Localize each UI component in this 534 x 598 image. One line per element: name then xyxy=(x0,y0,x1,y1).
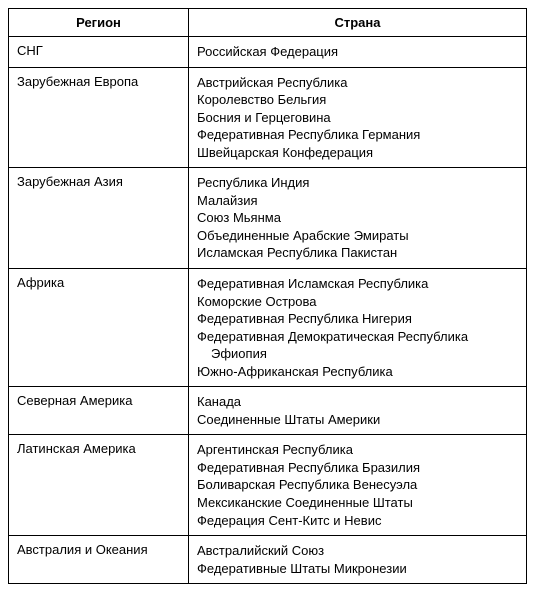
country-line: Федеративные Штаты Микронезии xyxy=(197,560,518,578)
header-region: Регион xyxy=(9,9,189,37)
country-line: Коморские Острова xyxy=(197,293,518,311)
country-cell: Российская Федерация xyxy=(189,37,527,68)
table-row: СНГ Российская Федерация xyxy=(9,37,527,68)
region-cell: Африка xyxy=(9,269,189,387)
table-row: Зарубежная АзияРеспублика ИндияМалайзияС… xyxy=(9,168,527,269)
region-cell: Северная Америка xyxy=(9,387,189,435)
country-line: Боливарская Республика Венесуэла xyxy=(197,476,518,494)
table-row: Австралия и ОкеанияАвстралийский СоюзФед… xyxy=(9,536,527,584)
region-cell: Зарубежная Азия xyxy=(9,168,189,269)
country-line: Федеративная Исламская Республика xyxy=(197,275,518,293)
table-row: Зарубежная ЕвропаАвстрийская РеспубликаК… xyxy=(9,67,527,168)
country-line: Федеративная Демократическая Республика xyxy=(197,328,518,346)
country-line: Босния и Герцеговина xyxy=(197,109,518,127)
country-line: Королевство Бельгия xyxy=(197,91,518,109)
country-cell: Аргентинская РеспубликаФедеративная Респ… xyxy=(189,435,527,536)
header-country: Страна xyxy=(189,9,527,37)
country-cell: Австрийская РеспубликаКоролевство Бельги… xyxy=(189,67,527,168)
country-line: Швейцарская Конфедерация xyxy=(197,144,518,162)
country-line: Канада xyxy=(197,393,518,411)
country-cell: Федеративная Исламская РеспубликаКоморск… xyxy=(189,269,527,387)
country-line: Эфиопия xyxy=(197,345,518,363)
region-cell: Зарубежная Европа xyxy=(9,67,189,168)
country-cell: Австралийский СоюзФедеративные Штаты Мик… xyxy=(189,536,527,584)
country-line: Федерация Сент-Китс и Невис xyxy=(197,512,518,530)
country-cell: Республика ИндияМалайзияСоюз МьянмаОбъед… xyxy=(189,168,527,269)
regions-table: Регион Страна СНГ Российская Федерация Зар… xyxy=(8,8,527,584)
country-line: Южно-Африканская Республика xyxy=(197,363,518,381)
table-row: АфрикаФедеративная Исламская РеспубликаК… xyxy=(9,269,527,387)
table-row: Латинская АмерикаАргентинская Республика… xyxy=(9,435,527,536)
region-cell: Австралия и Океания xyxy=(9,536,189,584)
country-line: Федеративная Республика Бразилия xyxy=(197,459,518,477)
country-line: Мексиканские Соединенные Штаты xyxy=(197,494,518,512)
country-line: Российская Федерация xyxy=(197,43,518,61)
country-cell: КанадаСоединенные Штаты Америки xyxy=(189,387,527,435)
table-row: Северная АмерикаКанадаСоединенные Штаты … xyxy=(9,387,527,435)
country-line: Аргентинская Республика xyxy=(197,441,518,459)
country-line: Исламская Республика Пакистан xyxy=(197,244,518,262)
country-line: Малайзия xyxy=(197,192,518,210)
country-line: Федеративная Республика Нигерия xyxy=(197,310,518,328)
region-cell: СНГ xyxy=(9,37,189,68)
country-line: Австралийский Союз xyxy=(197,542,518,560)
country-line: Австрийская Республика xyxy=(197,74,518,92)
country-line: Республика Индия xyxy=(197,174,518,192)
table-header-row: Регион Страна xyxy=(9,9,527,37)
country-line: Объединенные Арабские Эмираты xyxy=(197,227,518,245)
country-line: Федеративная Республика Германия xyxy=(197,126,518,144)
country-line: Соединенные Штаты Америки xyxy=(197,411,518,429)
country-line: Союз Мьянма xyxy=(197,209,518,227)
region-cell: Латинская Америка xyxy=(9,435,189,536)
